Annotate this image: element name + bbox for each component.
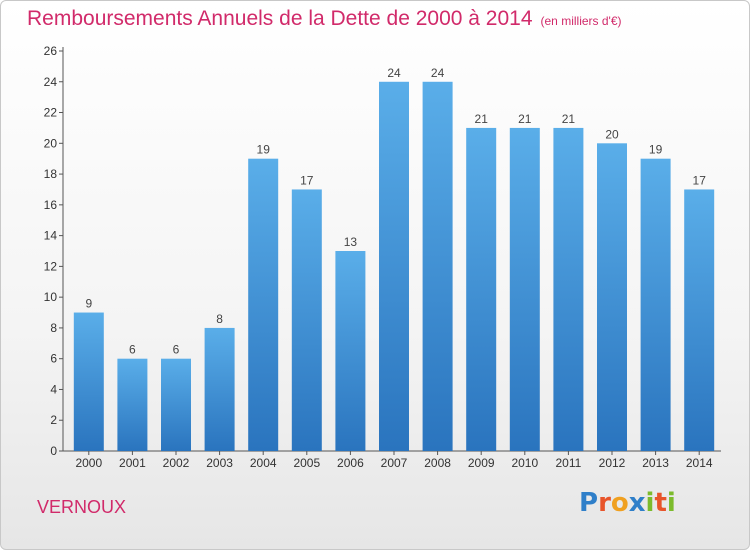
logo-letter: o bbox=[610, 488, 629, 518]
data-label-2006: 13 bbox=[344, 235, 358, 249]
bar-2003 bbox=[204, 327, 235, 451]
x-tick-label-2003: 2003 bbox=[206, 456, 233, 470]
bar-2014 bbox=[684, 189, 715, 451]
x-tick-label-2011: 2011 bbox=[555, 456, 581, 470]
y-tick-label: 14 bbox=[44, 229, 58, 243]
bar-2000 bbox=[73, 312, 104, 451]
logo-letter: P bbox=[579, 488, 599, 518]
y-tick-label: 24 bbox=[44, 75, 58, 89]
x-tick-label-2002: 2002 bbox=[163, 456, 190, 470]
data-label-2007: 24 bbox=[387, 66, 401, 80]
x-tick-label-2009: 2009 bbox=[468, 456, 495, 470]
data-label-2003: 8 bbox=[216, 312, 223, 326]
y-tick-label: 22 bbox=[44, 106, 58, 120]
proxiti-logo: Proxiti bbox=[579, 488, 676, 518]
logo-letter: i bbox=[645, 488, 655, 518]
y-tick-label: 12 bbox=[44, 259, 58, 273]
y-tick-label: 2 bbox=[50, 413, 57, 427]
bar-2006 bbox=[335, 251, 366, 451]
logo-letter: x bbox=[628, 488, 646, 518]
data-label-2001: 6 bbox=[129, 343, 136, 357]
bar-2008 bbox=[422, 81, 453, 452]
bar-2001 bbox=[117, 358, 148, 451]
location-label: VERNOUX bbox=[37, 497, 127, 517]
y-tick-label: 26 bbox=[44, 44, 58, 58]
chart-title: Remboursements Annuels de la Dette de 20… bbox=[27, 7, 622, 31]
data-label-2008: 24 bbox=[431, 66, 445, 80]
bar-2011 bbox=[553, 127, 584, 451]
y-tick-label: 10 bbox=[44, 290, 58, 304]
x-tick-label-2010: 2010 bbox=[511, 456, 538, 470]
chart-subtitle: (en milliers d'€) bbox=[540, 14, 622, 28]
bar-2012 bbox=[597, 143, 627, 452]
x-tick-label-2012: 2012 bbox=[599, 456, 626, 470]
data-label-2012: 20 bbox=[605, 127, 619, 141]
y-tick-label: 20 bbox=[44, 136, 58, 150]
x-tick-label-2008: 2008 bbox=[424, 456, 451, 470]
y-tick-label: 8 bbox=[50, 321, 57, 335]
data-label-2013: 19 bbox=[649, 143, 663, 157]
data-label-2005: 17 bbox=[300, 173, 314, 187]
y-tick-label: 4 bbox=[50, 382, 57, 396]
x-tick-label-2000: 2000 bbox=[75, 456, 102, 470]
bar-2009 bbox=[466, 127, 497, 451]
logo-letter: r bbox=[598, 488, 611, 518]
y-tick-label: 16 bbox=[44, 198, 58, 212]
x-tick-label-2014: 2014 bbox=[686, 456, 713, 470]
x-tick-label-2013: 2013 bbox=[642, 456, 669, 470]
data-label-2011: 21 bbox=[562, 112, 576, 126]
y-tick-label: 6 bbox=[50, 352, 57, 366]
data-label-2010: 21 bbox=[518, 112, 532, 126]
x-tick-label-2005: 2005 bbox=[293, 456, 320, 470]
x-tick-label-2007: 2007 bbox=[381, 456, 408, 470]
data-label-2014: 17 bbox=[693, 173, 707, 187]
x-tick-label-2006: 2006 bbox=[337, 456, 364, 470]
bar-2013 bbox=[640, 158, 671, 451]
data-label-2002: 6 bbox=[173, 343, 180, 357]
bar-2005 bbox=[291, 189, 322, 451]
bar-2010 bbox=[509, 127, 540, 451]
y-tick-label: 0 bbox=[50, 444, 57, 458]
bar-2004 bbox=[248, 158, 279, 451]
data-label-2004: 19 bbox=[257, 143, 271, 157]
x-tick-label-2004: 2004 bbox=[250, 456, 277, 470]
y-tick-label: 18 bbox=[44, 167, 58, 181]
logo-letter: t bbox=[654, 488, 667, 518]
data-label-2009: 21 bbox=[475, 112, 489, 126]
bar-2007 bbox=[379, 81, 409, 452]
logo-letter: i bbox=[666, 488, 676, 518]
bar-2002 bbox=[161, 358, 191, 451]
x-tick-label-2001: 2001 bbox=[119, 456, 146, 470]
chart-title-text: Remboursements Annuels de la Dette de 20… bbox=[27, 7, 533, 30]
data-label-2000: 9 bbox=[85, 297, 92, 311]
